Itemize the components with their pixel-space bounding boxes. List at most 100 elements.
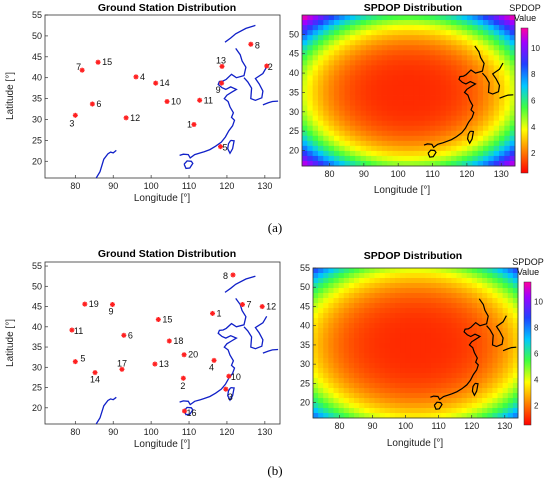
heatmap-cell bbox=[405, 378, 411, 384]
station-label: 1 bbox=[217, 308, 222, 318]
heatmap-cell bbox=[354, 278, 360, 284]
heatmap-cell bbox=[403, 100, 409, 106]
heatmap-cell bbox=[333, 85, 340, 91]
heatmap-cell bbox=[477, 125, 484, 132]
heatmap-cell bbox=[328, 145, 335, 152]
heatmap-cell bbox=[509, 150, 516, 157]
heatmap-cell bbox=[415, 323, 422, 329]
heatmap-cell bbox=[512, 328, 519, 334]
heatmap-cell bbox=[323, 323, 329, 329]
heatmap-cell bbox=[323, 140, 330, 147]
heatmap-cell bbox=[497, 268, 504, 274]
heatmap-cell bbox=[493, 30, 500, 36]
station-marker bbox=[219, 80, 224, 86]
heatmap-cell bbox=[318, 273, 324, 279]
heatmap-cell bbox=[323, 25, 330, 31]
heatmap-cell bbox=[302, 130, 308, 137]
heatmap-cell bbox=[328, 343, 334, 349]
heatmap-cell bbox=[425, 278, 432, 284]
heatmap-cell bbox=[461, 303, 468, 309]
heatmap-cell bbox=[451, 70, 457, 76]
heatmap-cell bbox=[364, 343, 370, 349]
heatmap-cell bbox=[488, 140, 495, 147]
heatmap-cell bbox=[389, 368, 396, 374]
heatmap-cell bbox=[397, 105, 404, 112]
heatmap-cell bbox=[408, 35, 415, 41]
heatmap-cell bbox=[333, 20, 340, 26]
heatmap-cell bbox=[419, 30, 425, 36]
heatmap-cell bbox=[328, 393, 334, 399]
heatmap-cell bbox=[339, 40, 345, 46]
heatmap-cell bbox=[413, 45, 420, 51]
heatmap-cell bbox=[389, 303, 396, 309]
heatmap-cell bbox=[371, 65, 377, 71]
heatmap-cell bbox=[348, 313, 355, 319]
station-marker bbox=[218, 144, 223, 149]
heatmap-cell bbox=[504, 80, 511, 86]
heatmap-cell bbox=[371, 140, 377, 147]
heatmap-cell bbox=[344, 90, 351, 96]
heatmap-cell bbox=[504, 125, 511, 132]
heatmap-cell bbox=[472, 20, 479, 26]
station-label: 3 bbox=[69, 118, 74, 128]
heatmap-cell bbox=[359, 408, 365, 414]
heatmap-cell bbox=[430, 268, 437, 274]
heatmap-cell bbox=[355, 40, 361, 46]
heatmap-cell bbox=[338, 353, 345, 359]
heatmap-cell bbox=[429, 50, 436, 56]
station-point: 13 bbox=[152, 359, 169, 369]
heatmap-cell bbox=[379, 348, 386, 354]
heatmap-cell bbox=[403, 30, 409, 36]
y-tick-label: 25 bbox=[32, 383, 42, 393]
heatmap-cell bbox=[461, 408, 468, 414]
heatmap-cell bbox=[408, 20, 415, 26]
heatmap-cell bbox=[410, 363, 416, 369]
heatmap-cell bbox=[387, 20, 393, 26]
heatmap-cell bbox=[446, 328, 452, 334]
heatmap-cell bbox=[424, 45, 431, 51]
heatmap-cell bbox=[487, 293, 493, 299]
station-point: 3 bbox=[223, 386, 233, 402]
heatmap-cell bbox=[497, 308, 504, 314]
heatmap-cell bbox=[369, 278, 375, 284]
x-tick-label: 130 bbox=[257, 427, 272, 437]
heatmap-cell bbox=[365, 85, 372, 91]
heatmap-cell bbox=[487, 343, 493, 349]
heatmap-cell bbox=[333, 100, 340, 106]
station-point: 7 bbox=[76, 62, 85, 73]
heatmap-cell bbox=[328, 288, 334, 294]
heatmap-cell bbox=[387, 15, 393, 21]
heatmap-cell bbox=[493, 50, 500, 56]
heatmap-cell bbox=[312, 150, 319, 157]
heatmap-cell bbox=[400, 348, 406, 354]
station-point: 11 bbox=[197, 95, 213, 105]
heatmap-cell bbox=[371, 145, 377, 152]
heatmap-cell bbox=[461, 40, 468, 46]
heatmap-cell bbox=[365, 30, 372, 36]
heatmap-cell bbox=[482, 408, 488, 414]
heatmap-cell bbox=[307, 75, 314, 81]
heatmap-cell bbox=[456, 398, 463, 404]
heatmap-cell bbox=[461, 20, 468, 26]
heatmap-cell bbox=[312, 35, 319, 41]
heatmap-cell bbox=[338, 398, 345, 404]
heatmap-cell bbox=[317, 35, 324, 41]
heatmap-cell bbox=[477, 408, 483, 414]
heatmap-cell bbox=[392, 160, 399, 167]
heatmap-cell bbox=[482, 363, 488, 369]
heatmap-cell bbox=[333, 90, 340, 96]
heatmap-cell bbox=[420, 388, 427, 394]
heatmap-cell bbox=[365, 150, 372, 157]
heatmap-cell bbox=[318, 403, 324, 409]
heatmap-cell bbox=[333, 160, 340, 167]
heatmap-cell bbox=[445, 120, 452, 127]
heatmap-cell bbox=[339, 140, 345, 147]
heatmap-cell bbox=[429, 45, 436, 51]
heatmap-cell bbox=[461, 313, 468, 319]
heatmap-cell bbox=[355, 70, 361, 76]
heatmap-cell bbox=[429, 90, 436, 96]
heatmap-cell bbox=[354, 313, 360, 319]
heatmap-cell bbox=[302, 35, 308, 41]
heatmap-cell bbox=[355, 45, 361, 51]
heatmap-cell bbox=[509, 65, 516, 71]
